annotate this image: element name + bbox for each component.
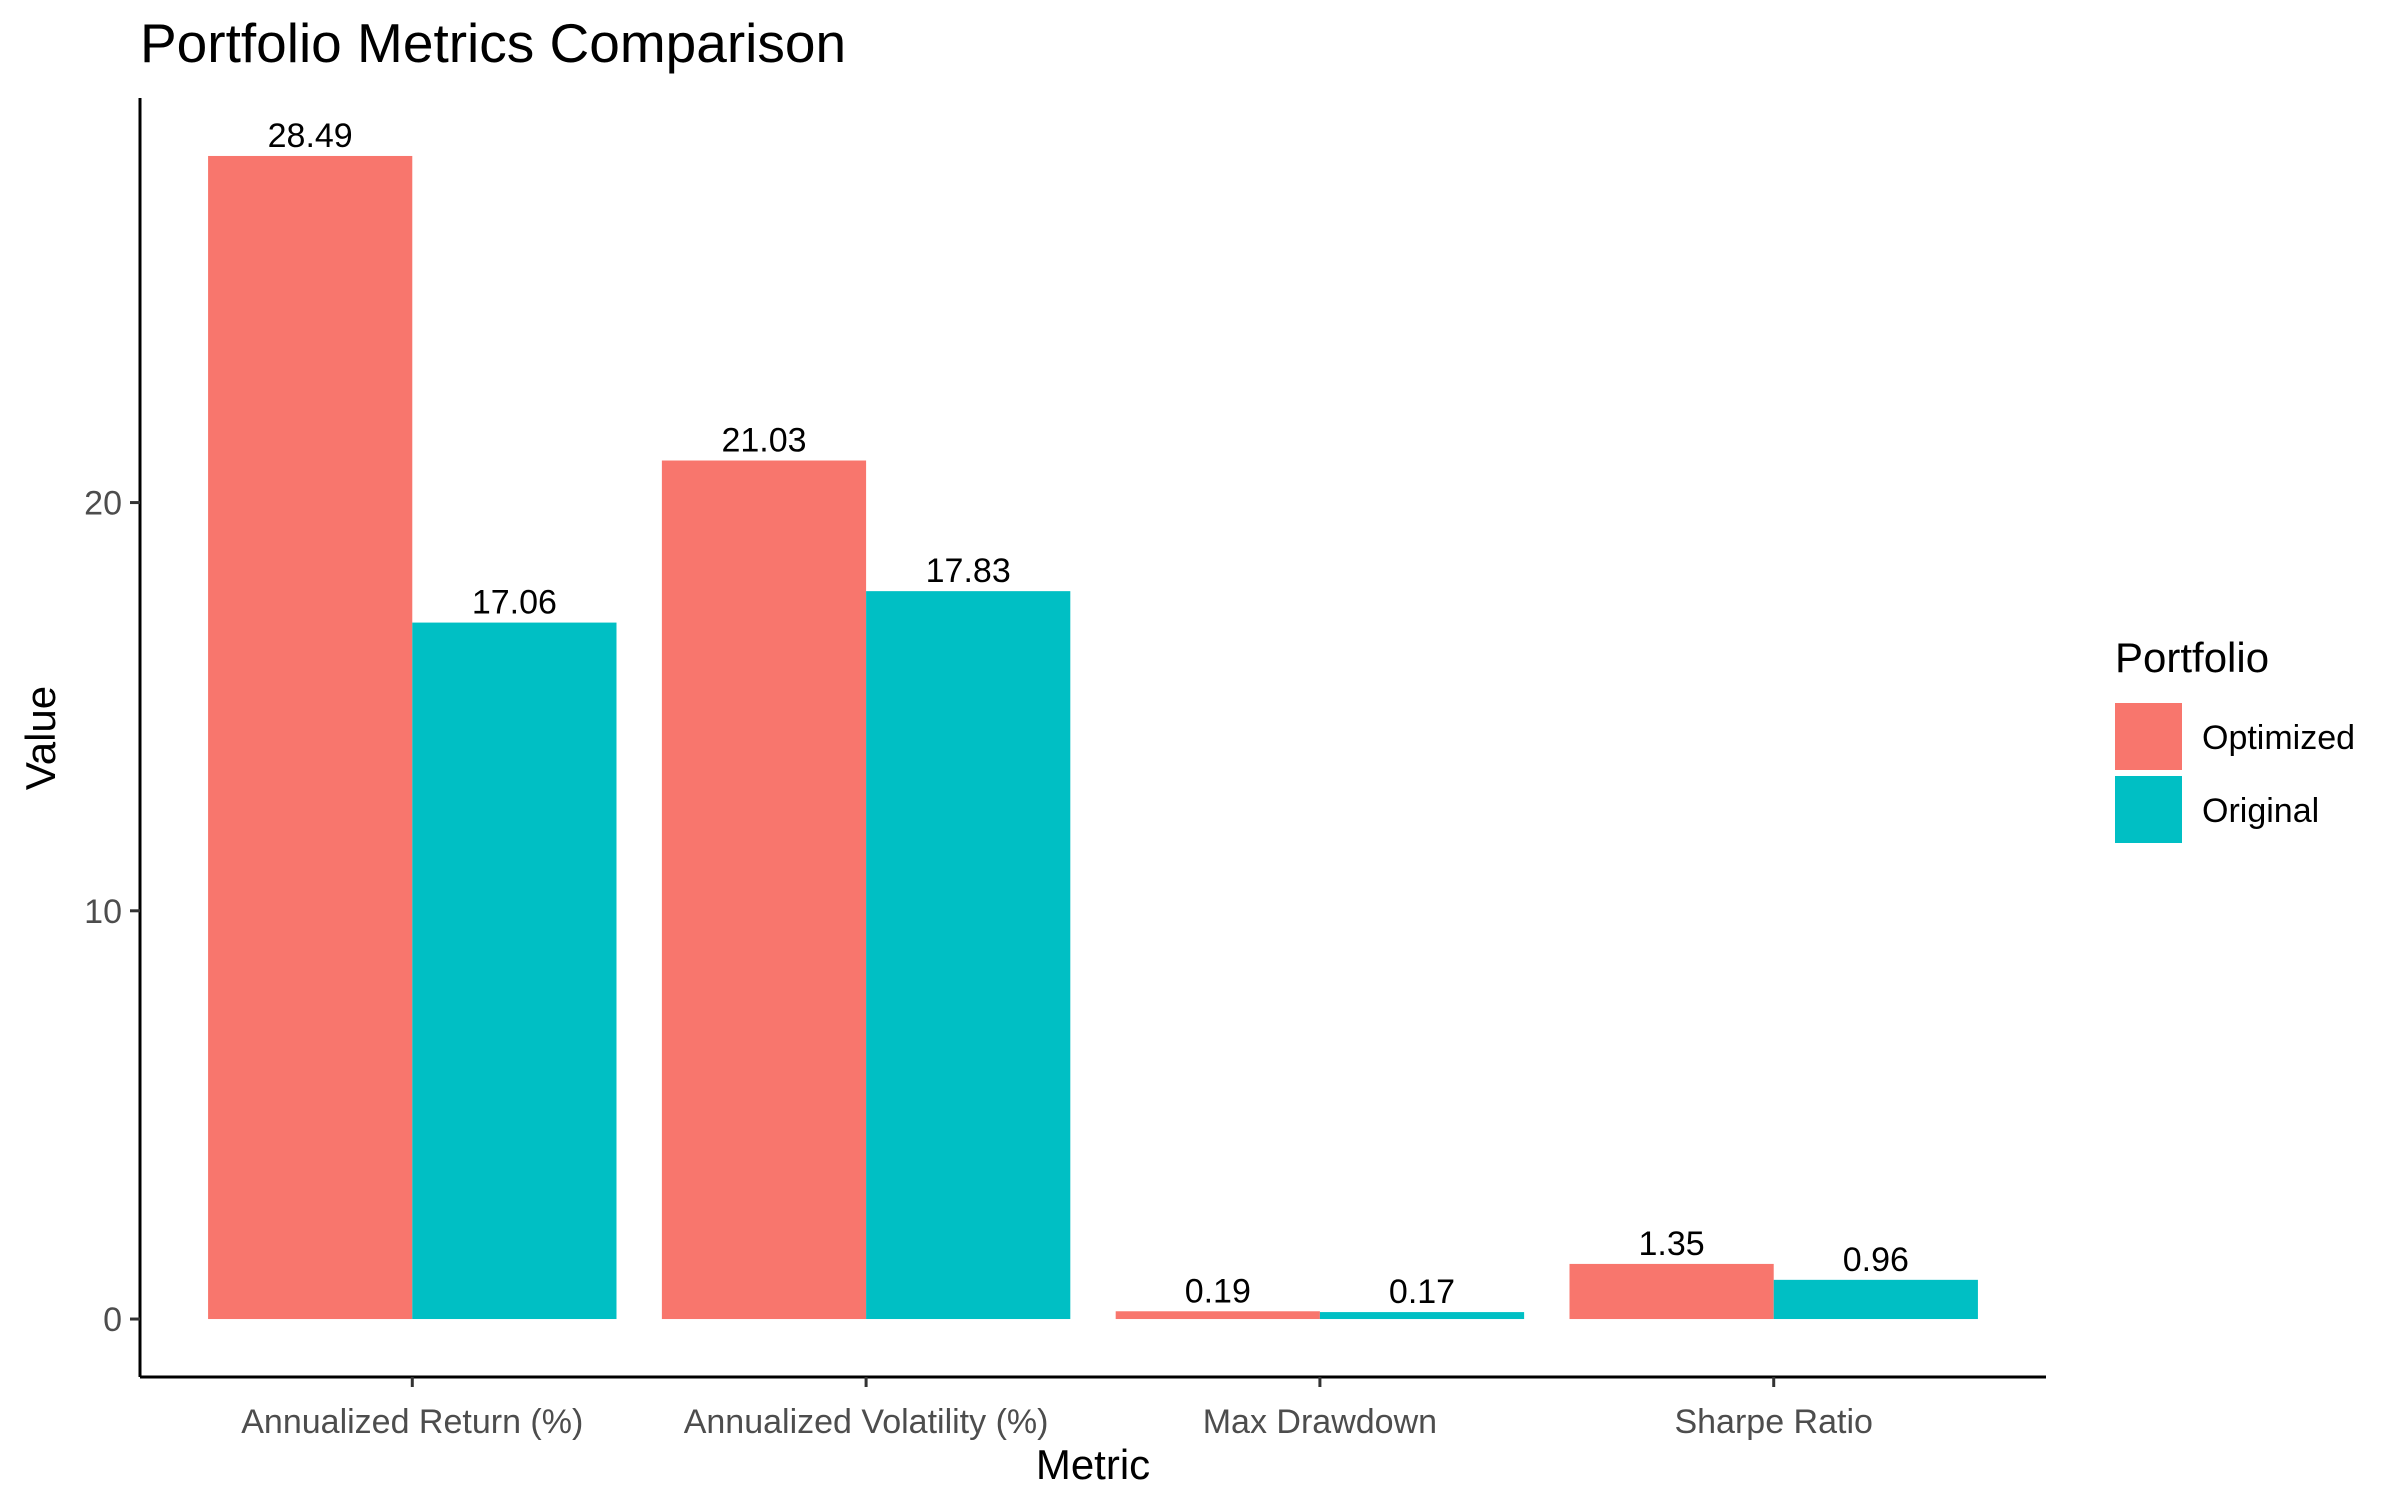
data-label-optimized-0: 28.49	[268, 117, 353, 155]
bar-optimized-1	[661, 460, 867, 1320]
legend-title: Portfolio	[2115, 634, 2269, 681]
bar-optimized-2	[1115, 1311, 1320, 1320]
data-label-original-1: 17.83	[926, 552, 1011, 590]
data-label-original-3: 0.96	[1843, 1241, 1909, 1279]
data-label-original-0: 17.06	[472, 584, 557, 622]
data-label-optimized-1: 21.03	[721, 422, 806, 460]
axes: 0 10 20 Annualized Return (%) Annualized Vol…	[84, 98, 2046, 1441]
y-axis-title: Value	[17, 686, 64, 790]
bar-original-0	[412, 622, 617, 1320]
legend-label-optimized: Optimized	[2202, 719, 2355, 757]
legend-label-original: Original	[2202, 792, 2319, 830]
y-tick-label: 0	[103, 1301, 122, 1339]
y-tick-label: 20	[84, 485, 122, 523]
x-tick-label: Annualized Volatility (%)	[684, 1403, 1049, 1441]
chart-title: Portfolio Metrics Comparison	[140, 12, 846, 74]
y-tick-label: 10	[84, 893, 122, 931]
plot-area: 28.49 21.03 0.19 1.35 17.06 17.83 0.17 0.96	[208, 117, 1978, 1320]
bar-original-1	[866, 591, 1071, 1320]
data-label-original-2: 0.17	[1389, 1273, 1455, 1311]
x-tick-label: Sharpe Ratio	[1674, 1403, 1872, 1441]
bar-original-2	[1319, 1312, 1525, 1320]
x-tick-label: Annualized Return (%)	[241, 1403, 583, 1441]
legend-key-original	[2115, 776, 2182, 843]
bar-original-3	[1773, 1279, 1978, 1320]
data-label-optimized-3: 1.35	[1639, 1225, 1705, 1263]
x-tick-label: Max Drawdown	[1203, 1403, 1437, 1441]
bar-optimized-0	[208, 155, 413, 1320]
bar-optimized-3	[1569, 1263, 1774, 1320]
x-axis-title: Metric	[1036, 1441, 1150, 1488]
legend: Portfolio Optimized Original	[2115, 634, 2355, 843]
legend-key-optimized	[2115, 703, 2182, 770]
data-label-optimized-2: 0.19	[1185, 1272, 1251, 1310]
